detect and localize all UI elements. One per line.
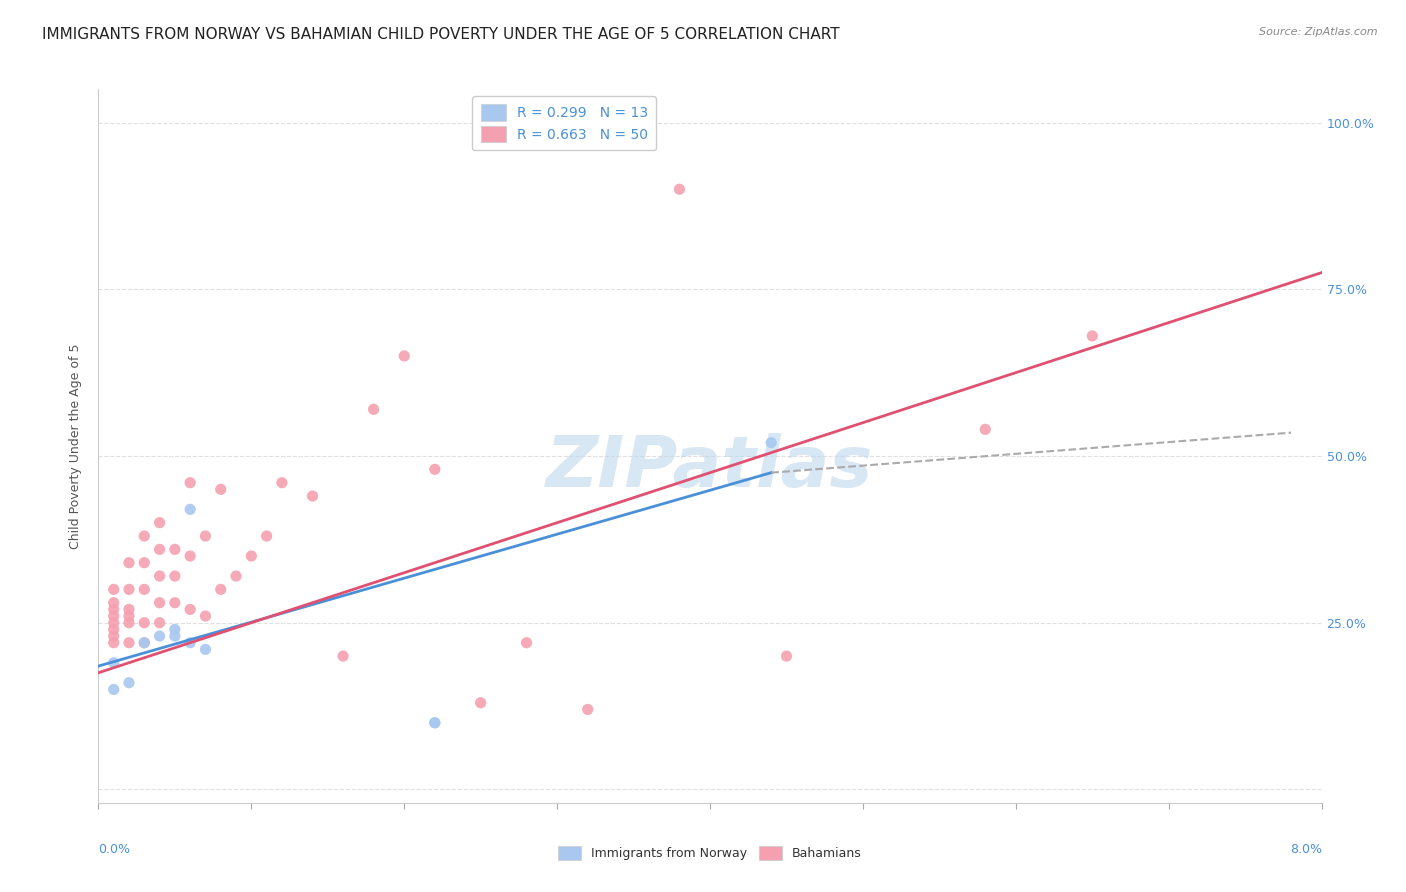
Point [163,569,186,583]
Point [149,569,172,583]
Point [759,435,782,450]
Point [103,602,125,616]
Point [270,475,294,490]
Point [118,636,141,650]
Point [118,556,141,570]
Point [668,182,690,196]
Point [392,349,416,363]
Point [149,629,172,643]
Text: IMMIGRANTS FROM NORWAY VS BAHAMIAN CHILD POVERTY UNDER THE AGE OF 5 CORRELATION : IMMIGRANTS FROM NORWAY VS BAHAMIAN CHILD… [42,27,839,42]
Point [194,529,217,543]
Point [163,623,186,637]
Point [179,475,201,490]
Point [118,602,141,616]
Point [179,636,201,650]
Point [163,542,186,557]
Point [179,502,201,516]
Point [103,609,125,624]
Point [423,715,446,730]
Point [134,529,156,543]
Point [209,483,232,497]
Point [149,542,172,557]
Point [103,582,125,597]
Point [134,582,156,597]
Point [134,615,156,630]
Point [775,649,797,664]
Point [1081,329,1104,343]
Text: 0.0%: 0.0% [98,843,131,855]
Point [118,675,141,690]
Point [149,516,172,530]
Y-axis label: Child Poverty Under the Age of 5: Child Poverty Under the Age of 5 [69,343,83,549]
Text: ZIPatlas: ZIPatlas [547,433,873,502]
Point [301,489,323,503]
Point [363,402,385,417]
Point [134,556,156,570]
Text: 8.0%: 8.0% [1289,843,1322,855]
Point [332,649,354,664]
Point [163,596,186,610]
Point [423,462,446,476]
Point [103,629,125,643]
Point [103,636,125,650]
Point [134,636,156,650]
Point [470,696,492,710]
Point [225,569,247,583]
Point [103,615,125,630]
Point [576,702,599,716]
Point [149,615,172,630]
Point [179,602,201,616]
Point [134,636,156,650]
Point [163,629,186,643]
Point [118,582,141,597]
Point [103,656,125,670]
Point [423,715,446,730]
Point [516,636,538,650]
Point [209,582,232,597]
Legend: Immigrants from Norway, Bahamians: Immigrants from Norway, Bahamians [551,838,869,868]
Point [118,609,141,624]
Point [118,615,141,630]
Text: Source: ZipAtlas.com: Source: ZipAtlas.com [1260,27,1378,37]
Point [974,422,997,436]
Point [194,609,217,624]
Point [179,549,201,563]
Point [103,596,125,610]
Point [103,682,125,697]
Point [149,596,172,610]
Point [103,623,125,637]
Point [194,642,217,657]
Point [256,529,278,543]
Point [240,549,263,563]
